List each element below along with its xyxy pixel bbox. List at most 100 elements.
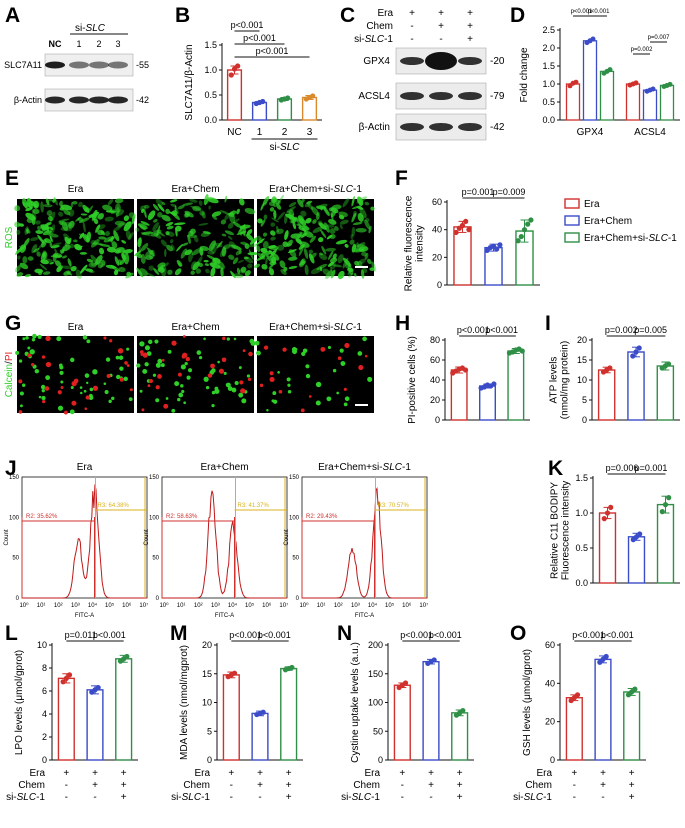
cell — [15, 229, 21, 235]
data-point — [124, 653, 130, 660]
cell — [74, 243, 82, 251]
treatment-sign: + — [600, 780, 606, 791]
bar — [507, 350, 525, 421]
cell — [329, 234, 336, 239]
data-point — [289, 664, 295, 671]
x-tick-label: 10³ — [71, 603, 80, 609]
cell — [15, 265, 21, 273]
cell — [165, 208, 170, 215]
x-tick-label: 10² — [54, 603, 63, 609]
blot-band — [458, 57, 482, 65]
cell — [351, 212, 357, 223]
live-cell — [294, 347, 298, 351]
cell — [177, 205, 185, 210]
data-point — [662, 502, 669, 508]
cell — [31, 244, 38, 254]
dead-cell — [222, 336, 226, 341]
y-axis-label: ATP levels — [549, 357, 560, 404]
live-cell — [167, 349, 172, 354]
blot-band — [108, 61, 128, 69]
live-cell — [287, 389, 292, 394]
treatment-sign: + — [257, 768, 263, 779]
cell — [319, 252, 324, 256]
live-cell — [22, 337, 26, 341]
live-cell — [287, 383, 291, 387]
sig-label: p=0.009 — [493, 187, 526, 197]
cell — [288, 202, 297, 208]
live-cell — [126, 347, 130, 351]
dead-cell — [181, 354, 186, 359]
bar — [627, 536, 646, 584]
cell — [50, 245, 60, 249]
data-point — [528, 217, 534, 223]
y-tick-label: 15 — [577, 355, 587, 365]
treatment-sign: + — [428, 780, 434, 791]
x-tick-label: 10² — [334, 603, 343, 609]
cell — [208, 205, 211, 210]
y-tick-label: 20 — [430, 395, 440, 405]
bar — [625, 83, 641, 121]
cell — [86, 258, 94, 263]
cell — [59, 221, 64, 226]
live-cell — [272, 399, 278, 404]
cell — [256, 235, 262, 241]
cell — [288, 265, 298, 270]
cell — [40, 201, 44, 213]
live-cell — [246, 374, 251, 378]
live-cell — [69, 409, 75, 415]
cell — [90, 254, 99, 265]
cell — [49, 242, 53, 248]
sig-label: p<0.001 — [256, 46, 289, 56]
dead-cell — [282, 347, 287, 352]
live-cell — [227, 386, 233, 391]
x-tick-label: 10⁵ — [105, 602, 115, 609]
cell — [306, 200, 313, 204]
legend-label: Era+Chem+si-SLC-1 — [584, 233, 677, 244]
data-point — [633, 80, 639, 86]
cell — [215, 242, 223, 248]
cell — [312, 219, 317, 224]
y-tick-label: 0.0 — [575, 578, 588, 588]
blot-lane-label: 3 — [115, 39, 120, 49]
live-cell — [241, 398, 247, 404]
treatment-label: Era — [377, 8, 393, 19]
cell — [240, 266, 247, 273]
dead-cell — [57, 390, 62, 395]
cell — [315, 212, 320, 221]
live-cell — [18, 359, 23, 363]
cell — [328, 219, 337, 225]
ros-image — [134, 193, 259, 279]
data-point — [590, 36, 596, 42]
cell — [187, 234, 191, 244]
cell — [98, 236, 107, 240]
cell — [290, 216, 298, 224]
data-point — [667, 81, 673, 87]
cell — [207, 197, 219, 204]
cell — [161, 214, 171, 222]
cell — [174, 222, 186, 226]
cell — [19, 262, 29, 270]
live-cell — [128, 397, 133, 402]
cell — [283, 266, 288, 272]
live-cell — [83, 389, 87, 393]
cell — [64, 236, 71, 245]
cell — [180, 248, 188, 259]
treatment-sign: - — [401, 792, 404, 803]
dead-cell — [239, 380, 244, 385]
blot-lane-label: 1 — [76, 39, 81, 49]
live-cell — [57, 405, 64, 411]
histogram: R2: 58.63% R3: 41.37% 10⁰ 10¹ 10² 10³ 10⁴ 10⁵ 10… — [144, 475, 288, 619]
treatment-label: Chem — [353, 780, 380, 791]
y-tick-label: 8 — [42, 663, 47, 673]
dead-cell — [337, 356, 342, 360]
cell — [97, 229, 105, 236]
cell — [300, 210, 307, 217]
cell — [168, 211, 177, 216]
live-cell — [305, 373, 311, 379]
data-point — [228, 72, 234, 78]
y-tick-label: 100 — [289, 515, 300, 521]
cell — [270, 222, 276, 227]
cell — [284, 230, 289, 241]
live-cell — [234, 380, 239, 386]
gate-r3-label: R3: 41.37% — [238, 503, 270, 509]
